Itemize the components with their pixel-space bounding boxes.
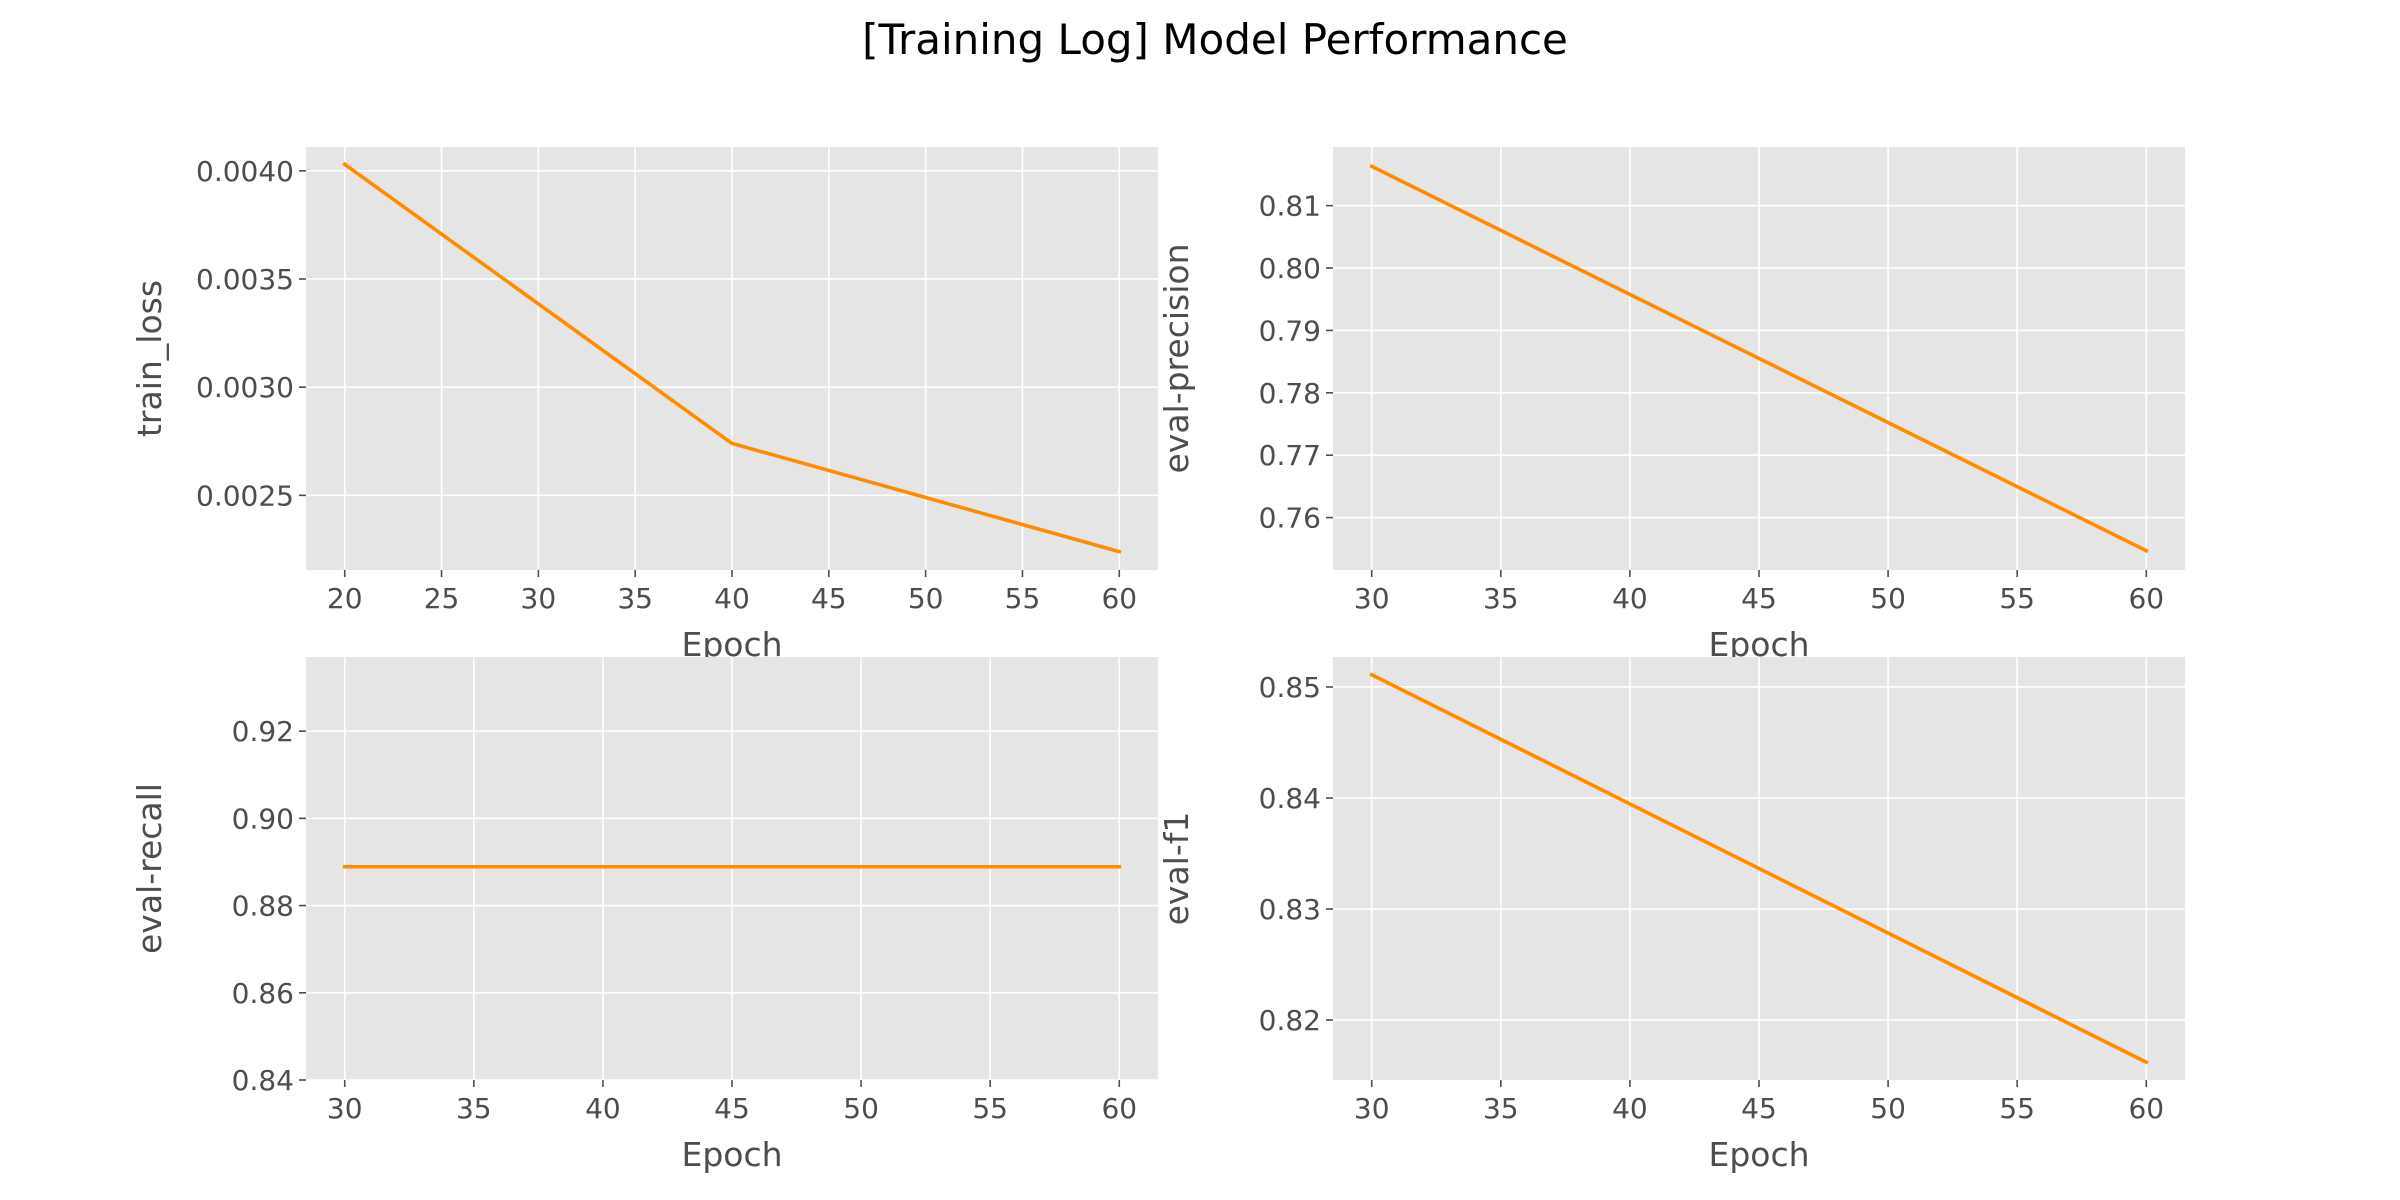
chart-1-x-tick-label-1: 25	[424, 582, 460, 615]
chart-1-y-tick-label-1: 0.0030	[196, 371, 294, 404]
figure-title: [Training Log] Model Performance	[862, 15, 1568, 64]
chart-1-x-tick-label-6: 50	[908, 582, 944, 615]
chart-2-x-tick-label-3: 45	[1741, 582, 1777, 615]
chart-2-y-tick-label-5: 0.81	[1259, 190, 1321, 223]
chart-3-y-tick-label-3: 0.90	[232, 802, 294, 835]
chart-4-y-tick-label-3: 0.85	[1259, 671, 1321, 704]
chart-4-x-tick-label-2: 40	[1612, 1092, 1648, 1125]
chart-4-y-tick-label-0: 0.82	[1259, 1004, 1321, 1037]
chart-3-y-tick-label-0: 0.84	[232, 1064, 294, 1097]
chart-2-x-tick-label-1: 35	[1483, 582, 1519, 615]
chart-3-x-tick-label-4: 50	[843, 1092, 879, 1125]
chart-2-x-tick-label-5: 55	[1999, 582, 2035, 615]
chart-4-x-tick-label-5: 55	[1999, 1092, 2035, 1125]
chart-2-y-tick-label-0: 0.76	[1259, 502, 1321, 535]
chart-1-y-tick-label-3: 0.0040	[196, 155, 294, 188]
chart-4-x-tick-label-0: 30	[1354, 1092, 1390, 1125]
chart-4-y-axis-label: eval-f1	[1157, 812, 1196, 926]
chart-4-x-tick-label-4: 50	[1870, 1092, 1906, 1125]
chart-4-y-tick-label-2: 0.84	[1259, 782, 1321, 815]
chart-2-x-tick-label-0: 30	[1354, 582, 1390, 615]
chart-2-x-tick-label-2: 40	[1612, 582, 1648, 615]
chart-1-x-tick-label-5: 45	[811, 582, 847, 615]
chart-1-panel: 20 25 30 35 40 45 50 55 60 0.0025 0.0030 0.0035 0.00…	[130, 147, 1158, 664]
chart-4-y-tick-label-1: 0.83	[1259, 893, 1321, 926]
chart-4-x-tick-label-3: 45	[1741, 1092, 1777, 1125]
chart-3-y-axis-label: eval-recall	[130, 783, 169, 954]
chart-2-y-axis-label: eval-precision	[1157, 243, 1196, 473]
chart-3-x-axis-label: Epoch	[681, 1135, 782, 1174]
chart-4-x-axis-label: Epoch	[1708, 1135, 1809, 1174]
chart-1-x-tick-label-7: 55	[1005, 582, 1041, 615]
chart-4-x-tick-label-6: 60	[2128, 1092, 2164, 1125]
chart-3-y-tick-label-2: 0.88	[232, 890, 294, 923]
chart-1-x-tick-label-0: 20	[327, 582, 363, 615]
chart-2-y-tick-label-3: 0.79	[1259, 314, 1321, 347]
chart-2-x-tick-label-6: 60	[2128, 582, 2164, 615]
chart-1-x-tick-label-8: 60	[1101, 582, 1137, 615]
chart-1-y-tick-label-0: 0.0025	[196, 479, 294, 512]
chart-1-y-axis-label: train_loss	[130, 280, 169, 437]
chart-1-x-tick-label-2: 30	[521, 582, 557, 615]
chart-2-y-tick-label-2: 0.78	[1259, 377, 1321, 410]
chart-3-x-tick-label-5: 55	[972, 1092, 1008, 1125]
chart-3-x-tick-label-3: 45	[714, 1092, 750, 1125]
chart-2-y-tick-label-1: 0.77	[1259, 439, 1321, 472]
chart-2-y-tick-label-4: 0.80	[1259, 252, 1321, 285]
chart-3-y-tick-label-1: 0.86	[232, 977, 294, 1010]
chart-4-x-tick-label-1: 35	[1483, 1092, 1519, 1125]
chart-3-x-tick-label-1: 35	[456, 1092, 492, 1125]
chart-3-x-tick-label-2: 40	[585, 1092, 621, 1125]
chart-4-series-line-0	[1369, 672, 2149, 1065]
chart-1-x-tick-label-3: 35	[617, 582, 653, 615]
chart-1-y-tick-label-2: 0.0035	[196, 263, 294, 296]
chart-2-panel: 30 35 40 45 50 55 600.760.770.780.790.800.81Ep…	[1157, 147, 2185, 664]
chart-3-panel: 30 35 40 45 50 55 60 0.84 0.86 0.88 0.90 0.92 Epoch e…	[130, 657, 1158, 1174]
chart-3-x-tick-label-0: 30	[327, 1092, 363, 1125]
chart-4-panel: 30 35 40 45 50 55 60 0.82 0.83 0.84 0.85 Epoch eval-…	[1157, 657, 2185, 1174]
chart-2-x-tick-label-4: 50	[1870, 582, 1906, 615]
chart-3-y-tick-label-4: 0.92	[232, 715, 294, 748]
chart-2-series-line-0	[1369, 163, 2149, 554]
chart-3-x-tick-label-6: 60	[1101, 1092, 1137, 1125]
chart-1-x-tick-label-4: 40	[714, 582, 750, 615]
